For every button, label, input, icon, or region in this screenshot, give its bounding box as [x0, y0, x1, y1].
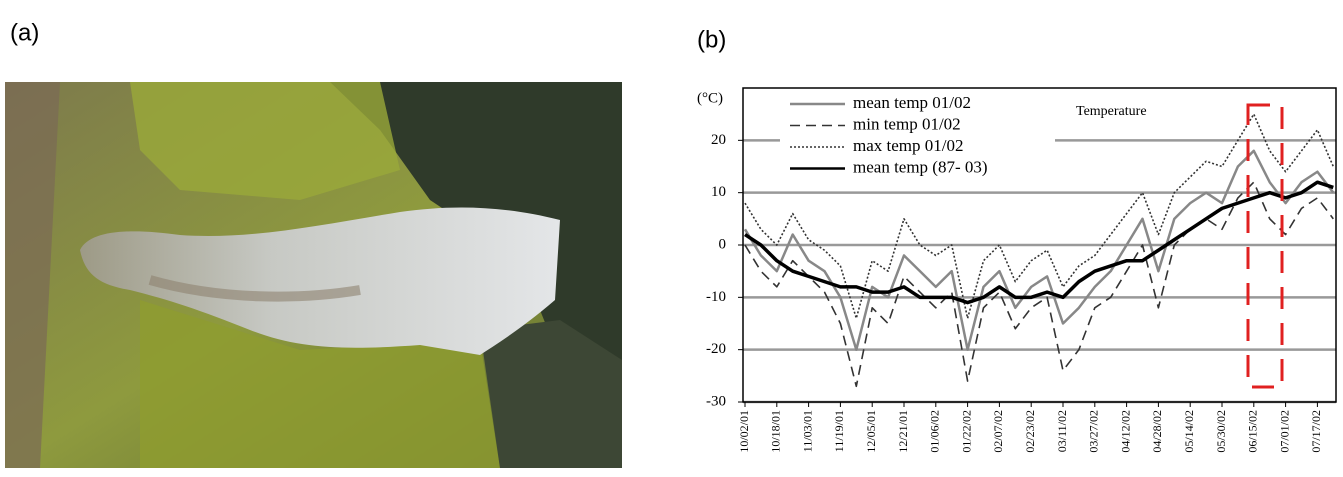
x-tick-label: 03/11/02 [1055, 410, 1069, 452]
x-tick-label: 10/18/01 [769, 410, 783, 453]
y-tick-label: 0 [719, 236, 727, 252]
x-tick-label: 12/05/01 [864, 410, 878, 453]
highlight-box [1246, 103, 1284, 389]
x-tick-label: 03/27/02 [1087, 410, 1101, 453]
y-tick-label: 10 [711, 184, 726, 200]
y-axis-label: (°C) [697, 90, 723, 106]
x-tick-label: 02/23/02 [1023, 410, 1037, 453]
x-tick-label: 10/02/01 [737, 410, 751, 453]
x-tick-label: 12/21/01 [896, 410, 910, 453]
aerial-photo [5, 82, 622, 468]
x-tick-label: 07/01/02 [1277, 410, 1291, 453]
legend-label: min temp 01/02 [853, 114, 961, 133]
chart: -30 -20 -10 0 10 20 (°C) 10/02/01 10/18/01 11/03/… [697, 87, 1337, 453]
x-tick-label: 07/17/02 [1309, 410, 1323, 453]
x-tick-label: 02/07/02 [991, 410, 1005, 453]
series-line [744, 180, 1334, 305]
annotation: Temperature [1076, 104, 1147, 119]
x-tick-label: 04/28/02 [1150, 410, 1164, 453]
series-line [743, 149, 1335, 351]
x-tick-label: 01/06/02 [928, 410, 942, 453]
series-line [744, 181, 1334, 388]
legend-bg [780, 93, 1055, 179]
legend-label: mean temp (87- 03) [853, 157, 988, 176]
y-tick-label: -20 [706, 341, 726, 357]
y-tick-label: -30 [706, 393, 726, 409]
panel-label: (a) [10, 19, 39, 46]
x-tick-label: 01/22/02 [959, 410, 973, 453]
legend-label: max temp 01/02 [853, 136, 963, 155]
x-tick-label: 06/15/02 [1246, 410, 1260, 453]
plot-frame [742, 87, 1337, 403]
legend-label: mean temp 01/02 [853, 93, 971, 112]
x-tick-label: 04/12/02 [1118, 410, 1132, 453]
panel-label: (b) [697, 26, 726, 53]
x-tick-label: 05/14/02 [1182, 410, 1196, 453]
x-tick-label: 11/19/01 [832, 410, 846, 452]
x-tick-label: 11/03/01 [800, 410, 814, 452]
y-tick-label: -10 [706, 289, 726, 305]
x-tick-label: 05/30/02 [1214, 410, 1228, 453]
series-line [744, 113, 1335, 320]
y-tick-label: 20 [711, 132, 726, 148]
